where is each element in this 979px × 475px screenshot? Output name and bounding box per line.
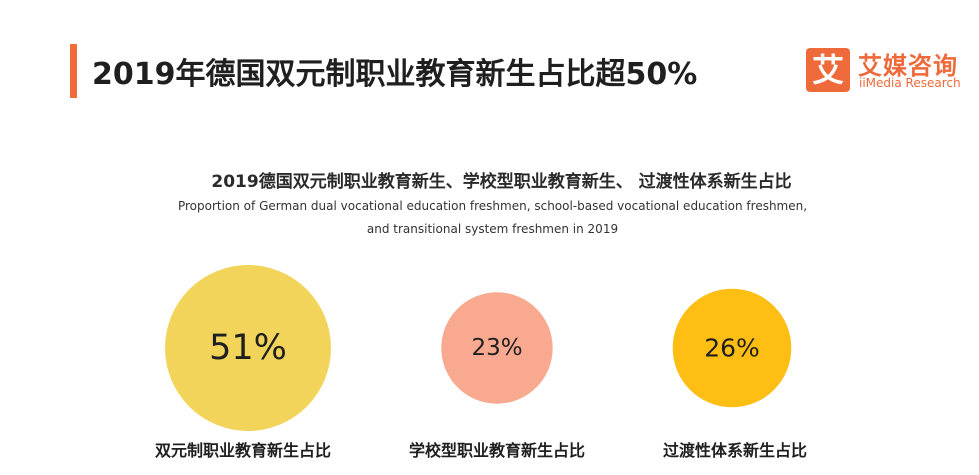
iimedia-logo: 艾 艾媒咨询 iiMedia Research — [806, 48, 966, 96]
logo-name-cn: 艾媒咨询 — [858, 52, 958, 80]
chart-title: 2019德国双元制职业教育新生、学校型职业教育新生、 过渡性体系新生占比 — [0, 167, 979, 192]
bubble-dual — [165, 265, 331, 431]
title-accent-bar — [70, 44, 77, 98]
logo-mark-icon: 艾 — [806, 48, 850, 92]
chart-subtitle-line1-text: Proportion of German dual vocational edu… — [177, 199, 808, 213]
logo-name-en: iiMedia Research — [859, 76, 961, 90]
bubble-school — [441, 292, 553, 404]
chart-title-text: 2019德国双元制职业教育新生、学校型职业教育新生、 过渡性体系新生占比 — [211, 172, 792, 192]
bubble-transitional — [672, 288, 792, 408]
chart-subtitle-line2-text: and transitional system freshmen in 2019 — [366, 222, 619, 236]
category-label-transitional: 过渡性体系新生占比 — [662, 441, 808, 460]
bubble-school-value-label: 23% — [471, 335, 522, 361]
chart-subtitle-line2: and transitional system freshmen in 2019 — [0, 222, 979, 236]
bubble-dual-value-label: 51% — [209, 328, 287, 368]
category-label-dual: 双元制职业教育新生占比 — [154, 441, 332, 460]
page-title: 2019年德国双元制职业教育新生占比超50% — [92, 57, 698, 92]
bubble-transitional-value-label: 26% — [704, 334, 760, 363]
chart-subtitle-line1: Proportion of German dual vocational edu… — [0, 199, 979, 213]
category-label-school: 学校型职业教育新生占比 — [408, 441, 586, 460]
